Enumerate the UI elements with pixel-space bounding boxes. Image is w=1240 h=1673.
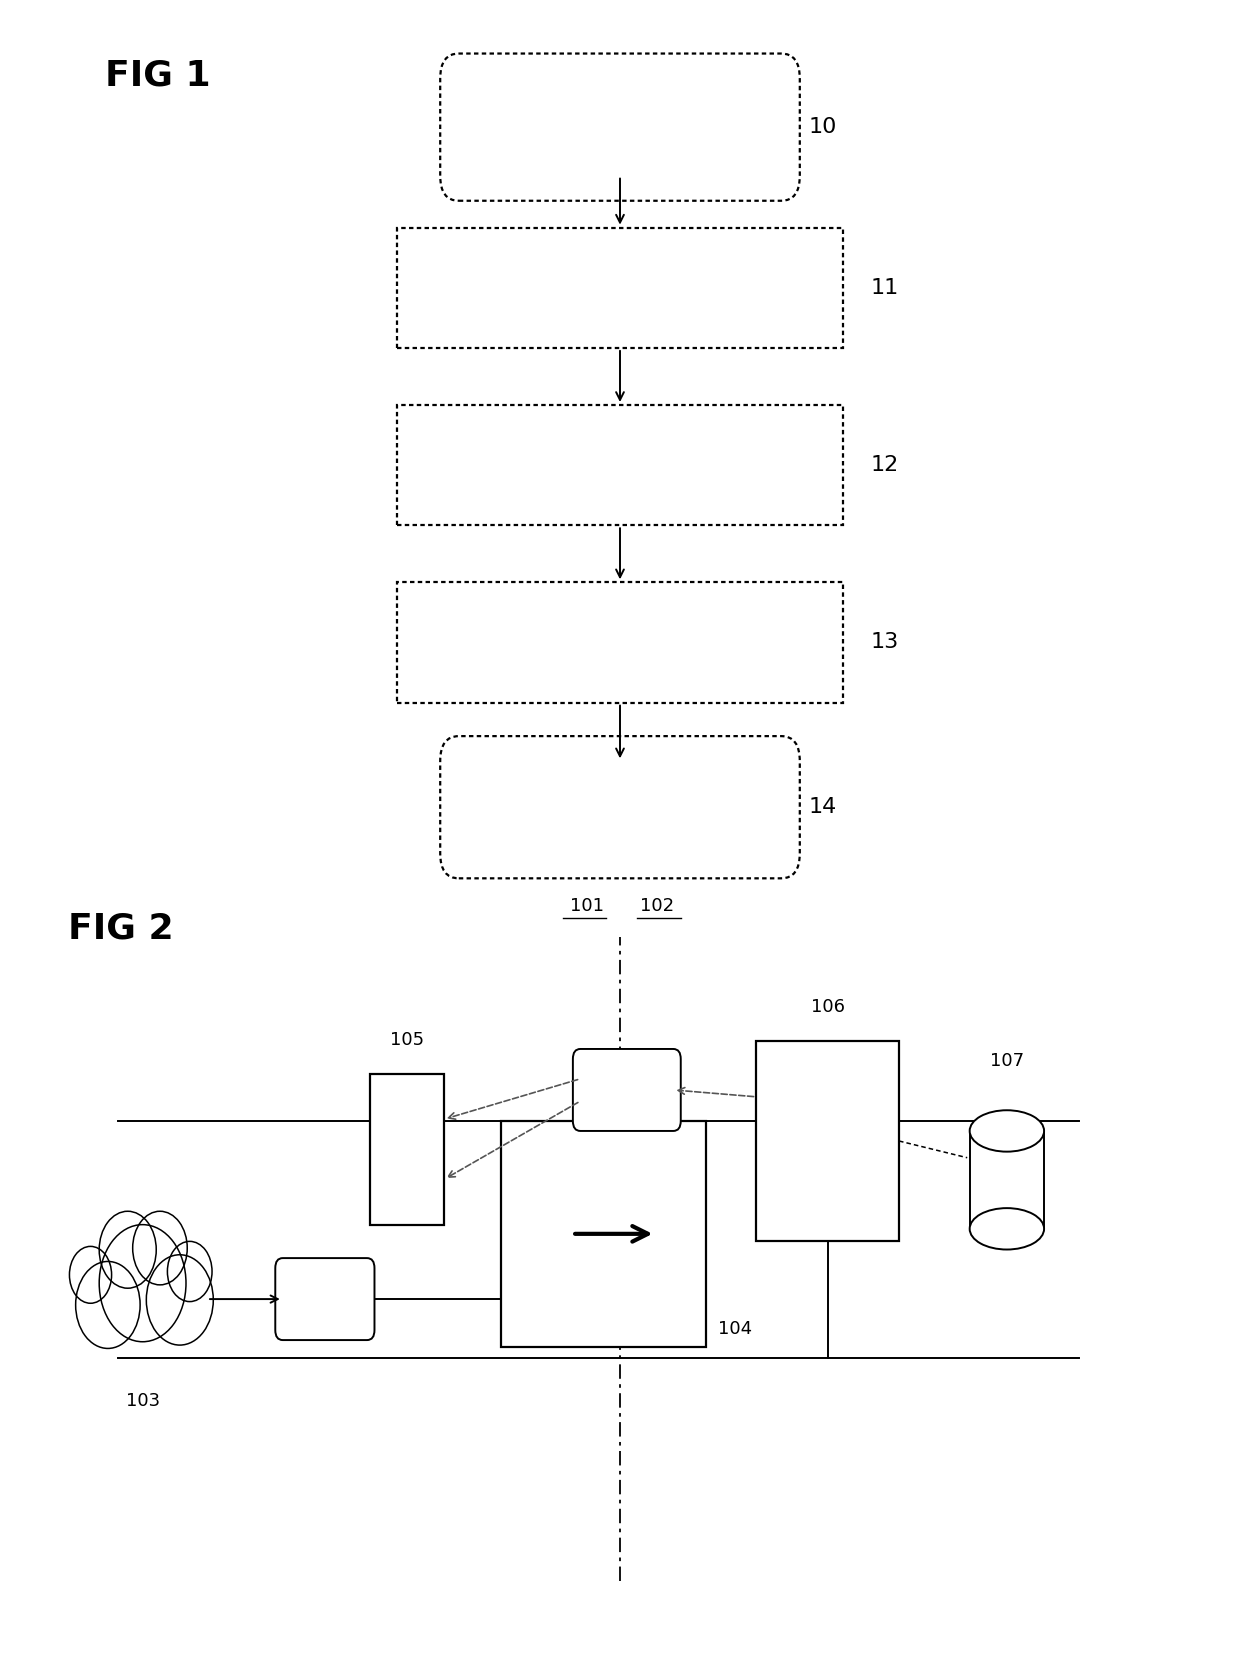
Circle shape xyxy=(167,1241,212,1302)
Text: IM: IM xyxy=(315,1290,335,1308)
Text: 105: 105 xyxy=(389,1031,424,1049)
Text: FIG 1: FIG 1 xyxy=(105,59,211,92)
Circle shape xyxy=(69,1246,112,1303)
Text: 104: 104 xyxy=(718,1320,753,1338)
Text: 11: 11 xyxy=(870,278,899,298)
Text: 10: 10 xyxy=(808,117,837,137)
Bar xyxy=(756,1041,899,1241)
Text: 12: 12 xyxy=(870,455,899,475)
FancyBboxPatch shape xyxy=(440,54,800,201)
FancyBboxPatch shape xyxy=(397,582,843,703)
Ellipse shape xyxy=(970,1111,1044,1151)
Ellipse shape xyxy=(970,1208,1044,1250)
Circle shape xyxy=(146,1255,213,1345)
FancyBboxPatch shape xyxy=(397,405,843,525)
FancyBboxPatch shape xyxy=(275,1258,374,1340)
FancyBboxPatch shape xyxy=(397,228,843,348)
Text: FIG 2: FIG 2 xyxy=(68,912,174,945)
Text: 102: 102 xyxy=(640,897,675,915)
Text: SM: SM xyxy=(614,1081,640,1099)
Circle shape xyxy=(76,1261,140,1348)
Text: 107: 107 xyxy=(990,1052,1024,1071)
Text: 103: 103 xyxy=(125,1392,160,1410)
Text: 14: 14 xyxy=(808,798,837,816)
Circle shape xyxy=(99,1211,156,1288)
Bar xyxy=(501,1121,706,1347)
Text: 101: 101 xyxy=(570,897,604,915)
Bar xyxy=(970,1131,1044,1228)
FancyBboxPatch shape xyxy=(573,1049,681,1131)
Text: 13: 13 xyxy=(870,632,899,652)
Circle shape xyxy=(133,1211,187,1285)
Text: 106: 106 xyxy=(811,997,844,1016)
Bar xyxy=(370,1074,444,1225)
FancyBboxPatch shape xyxy=(440,736,800,878)
Circle shape xyxy=(99,1225,186,1342)
